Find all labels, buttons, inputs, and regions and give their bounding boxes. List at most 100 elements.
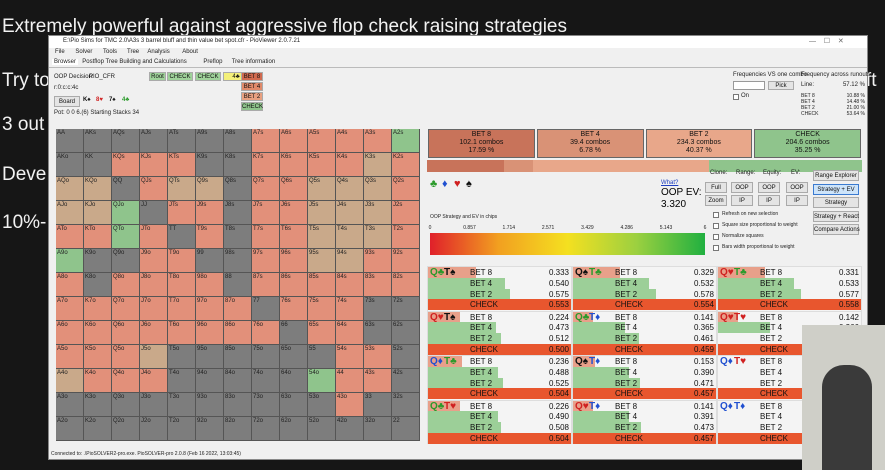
hand-cell[interactable]: T2o: [168, 417, 195, 440]
hand-cell[interactable]: K9s: [196, 153, 223, 176]
hand-cell[interactable]: 92o: [196, 417, 223, 440]
hand-cell[interactable]: JTs: [168, 201, 195, 224]
hand-cell[interactable]: 54o: [308, 369, 335, 392]
hand-cell[interactable]: QJs: [140, 177, 167, 200]
combo-card[interactable]: BET 8 0.226 BET 4 0.490 BET 2 0.508 CHECK 0.504…: [428, 400, 571, 444]
hand-cell[interactable]: 33: [364, 393, 391, 416]
hand-cell[interactable]: T9s: [196, 225, 223, 248]
hand-cell[interactable]: 98s: [224, 249, 251, 272]
hand-cell[interactable]: 63s: [364, 321, 391, 344]
hand-cell[interactable]: 73s: [364, 297, 391, 320]
option-button[interactable]: Full: [705, 182, 727, 193]
hand-cell[interactable]: J8s: [224, 201, 251, 224]
hand-cell[interactable]: J3s: [364, 201, 391, 224]
hand-cell[interactable]: T8s: [224, 225, 251, 248]
hand-cell[interactable]: 86s: [280, 273, 307, 296]
hand-cell[interactable]: A2o: [56, 417, 83, 440]
hand-cell[interactable]: J7s: [252, 201, 279, 224]
hand-cell[interactable]: T6o: [168, 321, 195, 344]
hand-cell[interactable]: T5s: [308, 225, 335, 248]
hand-cell[interactable]: J6s: [280, 201, 307, 224]
hand-cell[interactable]: A6o: [56, 321, 83, 344]
hand-cell[interactable]: A5o: [56, 345, 83, 368]
hand-cell[interactable]: 73o: [252, 393, 279, 416]
hand-cell[interactable]: Q8s: [224, 177, 251, 200]
hand-cell[interactable]: K7o: [84, 297, 111, 320]
checkbox[interactable]: [713, 223, 719, 229]
hand-cell[interactable]: AKo: [56, 153, 83, 176]
hand-cell[interactable]: J2o: [140, 417, 167, 440]
combo-card[interactable]: BET 8 0.141 BET 4 0.365 BET 2 0.461 CHECK 0.459…: [573, 311, 716, 355]
hand-cell[interactable]: 93s: [364, 249, 391, 272]
hand-cell[interactable]: AQs: [112, 129, 139, 152]
hand-cell[interactable]: 93o: [196, 393, 223, 416]
hand-cell[interactable]: AJs: [140, 129, 167, 152]
hand-cell[interactable]: A8s: [224, 129, 251, 152]
hand-cell[interactable]: 64o: [280, 369, 307, 392]
hand-cell[interactable]: AJo: [56, 201, 83, 224]
hand-cell[interactable]: 86o: [224, 321, 251, 344]
hand-cell[interactable]: J9s: [196, 201, 223, 224]
menu-item[interactable]: Tree: [127, 49, 140, 55]
hand-cell[interactable]: K5o: [84, 345, 111, 368]
hand-cell[interactable]: KK: [84, 153, 111, 176]
hand-cell[interactable]: 85o: [224, 345, 251, 368]
hand-cell[interactable]: A3s: [364, 129, 391, 152]
hand-cell[interactable]: A6s: [280, 129, 307, 152]
hand-cell[interactable]: K9o: [84, 249, 111, 272]
hand-cell[interactable]: Q4s: [336, 177, 363, 200]
option-button[interactable]: BET 2: [241, 92, 263, 101]
hand-cell[interactable]: 66: [280, 321, 307, 344]
hand-cell[interactable]: 42o: [336, 417, 363, 440]
hand-cell[interactable]: Q2s: [392, 177, 419, 200]
hand-cell[interactable]: 52o: [308, 417, 335, 440]
combo-card[interactable]: BET 8 0.333 BET 4 0.540 BET 2 0.575 CHECK 0.553…: [428, 267, 571, 311]
hand-cell[interactable]: Q5s: [308, 177, 335, 200]
strategy-box[interactable]: BET 4 39.4 combos 6.78 %: [536, 129, 644, 158]
hand-cell[interactable]: J9o: [140, 249, 167, 272]
hand-cell[interactable]: A3o: [56, 393, 83, 416]
hand-cell[interactable]: JJ: [140, 201, 167, 224]
hand-cell[interactable]: 64s: [336, 321, 363, 344]
suit-filter[interactable]: ♦: [442, 178, 448, 190]
option-button[interactable]: OOP: [731, 182, 753, 193]
hand-cell[interactable]: T6s: [280, 225, 307, 248]
hand-cell[interactable]: 83o: [224, 393, 251, 416]
strategy-box[interactable]: BET 8 102.1 combos 17.59 %: [428, 129, 535, 158]
hand-cell[interactable]: K3s: [364, 153, 391, 176]
tab[interactable]: Preflop: [203, 59, 223, 65]
strategy-box[interactable]: BET 2 234.3 combos 40.37 %: [645, 129, 753, 158]
hand-cell[interactable]: A5s: [308, 129, 335, 152]
hand-cell[interactable]: 95o: [196, 345, 223, 368]
hand-cell[interactable]: Q7s: [252, 177, 279, 200]
hand-cell[interactable]: K2s: [392, 153, 419, 176]
hand-cell[interactable]: K6s: [280, 153, 307, 176]
suit-filter[interactable]: ♥: [454, 178, 461, 190]
hand-cell[interactable]: QJo: [112, 201, 139, 224]
hand-cell[interactable]: KTo: [84, 225, 111, 248]
hand-cell[interactable]: 62s: [392, 321, 419, 344]
hand-cell[interactable]: T5o: [168, 345, 195, 368]
checkbox[interactable]: [713, 245, 719, 251]
hand-cell[interactable]: KTs: [168, 153, 195, 176]
hand-cell[interactable]: 42s: [392, 369, 419, 392]
option-button[interactable]: CHECK: [241, 102, 264, 111]
hand-cell[interactable]: J4s: [336, 201, 363, 224]
hand-cell[interactable]: 88: [224, 273, 251, 296]
hand-cell[interactable]: T7s: [252, 225, 279, 248]
hand-cell[interactable]: 76s: [280, 297, 307, 320]
hand-cell[interactable]: Q9o: [112, 249, 139, 272]
hand-cell[interactable]: QQ: [112, 177, 139, 200]
hand-cell[interactable]: 65o: [280, 345, 307, 368]
hand-cell[interactable]: 94s: [336, 249, 363, 272]
hand-cell[interactable]: 74o: [252, 369, 279, 392]
hand-cell[interactable]: 53s: [364, 345, 391, 368]
hand-cell[interactable]: 52s: [392, 345, 419, 368]
hand-cell[interactable]: T8o: [168, 273, 195, 296]
option-button[interactable]: OOP: [758, 182, 780, 193]
hand-cell[interactable]: 53o: [308, 393, 335, 416]
hand-cell[interactable]: KQs: [112, 153, 139, 176]
hand-cell[interactable]: 87s: [252, 273, 279, 296]
board-button[interactable]: Board: [54, 96, 80, 107]
hand-cell[interactable]: J5s: [308, 201, 335, 224]
